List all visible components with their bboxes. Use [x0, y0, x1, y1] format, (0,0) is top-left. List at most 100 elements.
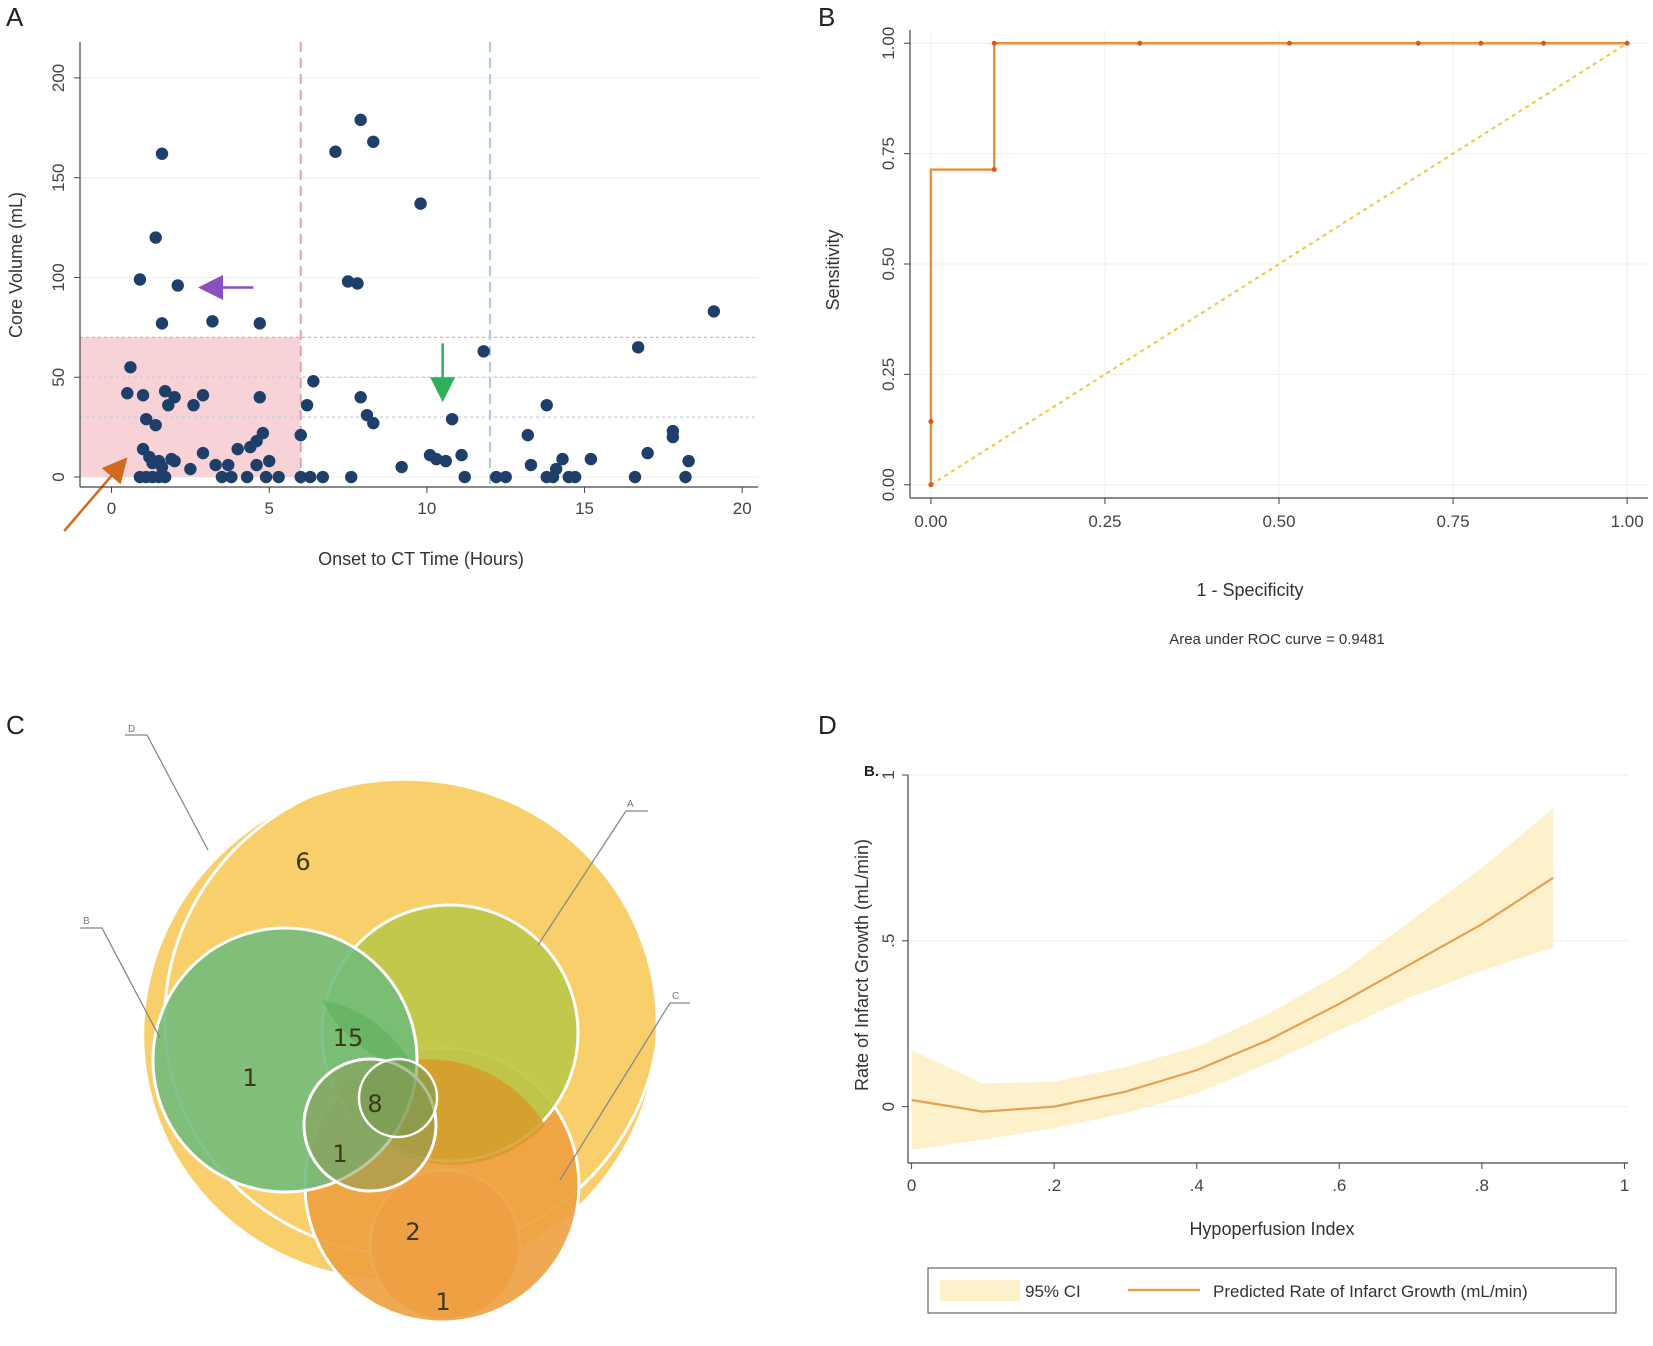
data-point	[171, 279, 184, 292]
panel-letter-b: B	[818, 2, 835, 32]
data-point	[187, 398, 200, 412]
y-tick-label: 0.75	[879, 137, 898, 170]
count-db: 1	[242, 1064, 257, 1092]
x-tick-label: 0.00	[914, 512, 947, 531]
data-point	[272, 470, 285, 484]
data-point	[158, 470, 172, 484]
venn-diagram-c: D A B C 6 1 15 8 1 2 1	[80, 724, 690, 1324]
x-tick-label: 1.00	[1611, 512, 1644, 531]
y-tick-label: 0.00	[879, 468, 898, 501]
y-tick-label: 100	[49, 263, 68, 291]
data-point	[140, 412, 153, 426]
legend-box	[927, 1267, 1617, 1314]
data-point	[556, 452, 569, 466]
panel-letter-d: D	[818, 710, 837, 740]
leader-line-c	[559, 1002, 690, 1181]
data-point	[354, 113, 367, 127]
axes	[74, 42, 758, 493]
x-tick-label: .2	[1047, 1176, 1061, 1195]
data-point	[490, 470, 503, 484]
data-point	[631, 341, 645, 354]
count-dbc: 1	[332, 1140, 347, 1168]
data-point	[341, 275, 355, 288]
x-tick-label: 0.50	[1262, 512, 1295, 531]
data-point	[367, 135, 380, 148]
data-point	[240, 470, 254, 484]
set-label-c: C	[672, 991, 679, 1002]
y-tick-label: 200	[49, 64, 68, 92]
venn-set-labels: D A B C	[80, 724, 690, 1181]
set-label-a: A	[627, 799, 634, 810]
leader-line-d	[125, 734, 209, 851]
count-dab: 15	[333, 1024, 364, 1052]
data-point	[184, 462, 197, 476]
scatter-chart-a: 0 5 10 15 20 0 50 100 150 200 Onset to CT Time (…	[6, 42, 758, 569]
data-point	[477, 345, 490, 358]
roc-marker	[991, 40, 997, 46]
data-point	[316, 470, 330, 484]
ci-band	[911, 808, 1554, 1150]
y-tick-label: 150	[49, 164, 68, 192]
data-point	[439, 454, 453, 468]
x-axis-title: Onset to CT Time (Hours)	[318, 549, 524, 569]
data-point	[244, 440, 257, 454]
data-point	[540, 398, 553, 412]
predicted-line	[911, 876, 1554, 1113]
panel-letter-c: C	[6, 710, 25, 740]
venn-overlap-ab	[322, 1000, 415, 1070]
data-point	[294, 428, 307, 442]
y-tick-label: 0.50	[879, 247, 898, 280]
data-point	[414, 197, 427, 210]
roc-marker	[1286, 40, 1292, 46]
data-point	[155, 147, 169, 160]
y-axis-title: Core Volume (mL)	[6, 192, 26, 338]
roc-marker	[1541, 40, 1547, 46]
x-axis-title: 1 - Specificity	[1196, 580, 1303, 600]
legend-swatch-ci	[940, 1280, 1020, 1301]
data-point	[307, 375, 320, 388]
data-point	[304, 470, 317, 484]
reference-lines	[80, 42, 758, 487]
x-tick-label: 0.25	[1088, 512, 1121, 531]
count-d-only: 6	[295, 848, 310, 876]
data-point	[121, 387, 134, 400]
y-tick-label: 0	[879, 1102, 898, 1111]
data-point	[146, 456, 159, 470]
data-point	[549, 462, 563, 476]
data-point	[568, 470, 582, 484]
reference-diagonal	[930, 42, 1628, 486]
count-dc: 2	[405, 1218, 420, 1246]
data-point	[250, 458, 263, 472]
data-point	[231, 442, 244, 456]
y-tick-label: .5	[879, 934, 898, 948]
y-axis-title: Sensitivity	[823, 229, 843, 310]
y-tick-label: 0.25	[879, 358, 898, 391]
data-point	[136, 389, 150, 402]
x-tick-labels: 0 .2 .4 .6 .8 1	[907, 1176, 1629, 1195]
y-tick-label: 50	[49, 368, 68, 387]
roc-chart-b: 0.00 0.25 0.50 0.75 1.00 0.00 0.25 0.50 0.75 1.0…	[823, 27, 1648, 648]
data-point	[209, 458, 222, 472]
data-point	[133, 273, 147, 286]
roc-marker	[928, 419, 934, 425]
annotation-arrows	[63, 274, 456, 532]
x-tick-label: .6	[1332, 1176, 1346, 1195]
data-point	[628, 470, 642, 484]
panel-letter-a: A	[6, 2, 24, 32]
roc-marker	[991, 167, 997, 173]
data-point	[679, 470, 692, 484]
x-tick-labels: 0.00 0.25 0.50 0.75 1.00	[914, 512, 1643, 531]
x-tick-label: 5	[264, 499, 273, 518]
data-point	[155, 317, 169, 330]
legend: 95% CI Predicted Rate of Infarct Growth …	[927, 1267, 1617, 1314]
inner-panel-label: B.	[864, 763, 879, 780]
data-point	[196, 446, 210, 460]
x-tick-labels: 0 5 10 15 20	[107, 499, 752, 518]
roc-marker	[1478, 40, 1484, 46]
data-point	[259, 470, 273, 484]
data-point	[354, 391, 367, 404]
data-point	[521, 428, 534, 442]
leader-line-a	[537, 810, 648, 946]
line-chart-d: 0.2.4.6.8 1 0.51 B. Hypoperfusion Index R…	[852, 763, 1629, 1314]
y-axis-title: Rate of Infarct Growth (mL/min)	[852, 839, 872, 1091]
